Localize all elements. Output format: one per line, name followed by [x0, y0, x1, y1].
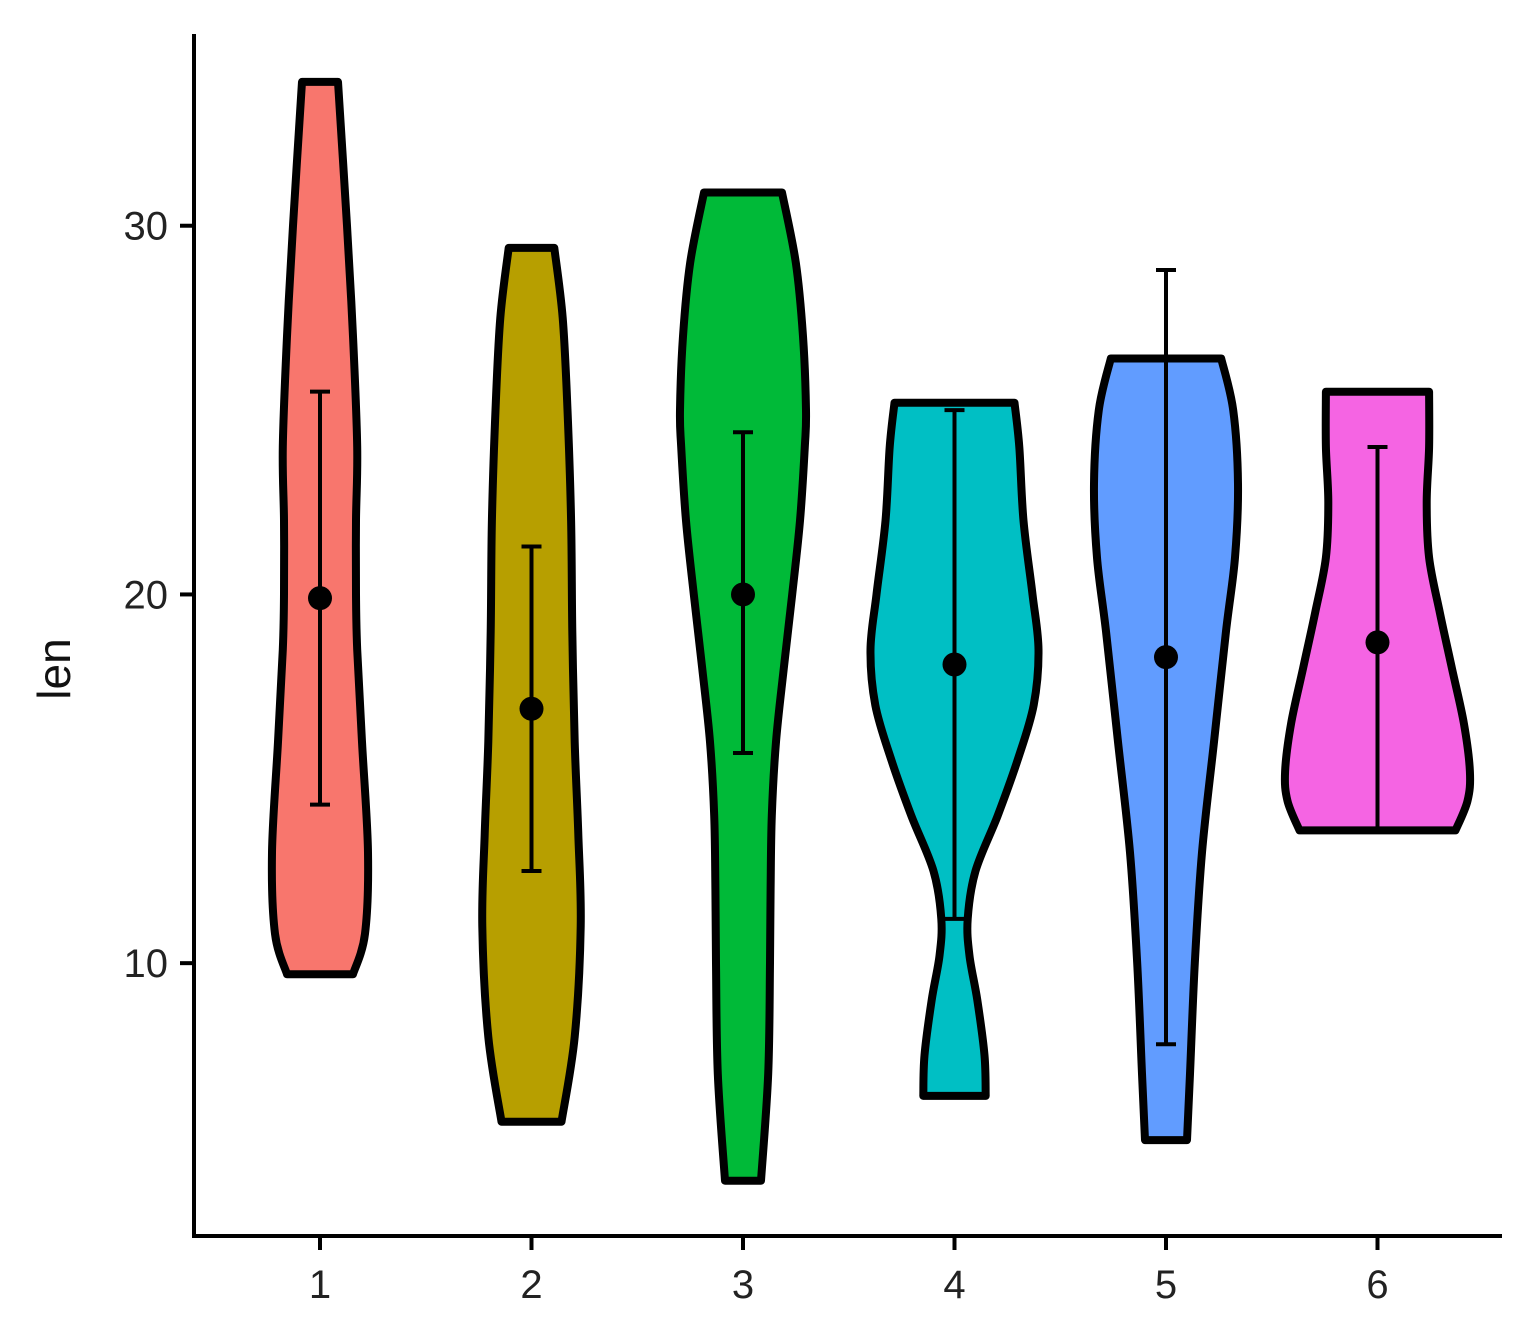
mean-point-4 [942, 652, 967, 677]
x-tick-label: 3 [732, 1263, 754, 1307]
mean-point-1 [308, 586, 332, 611]
x-tick-label: 6 [1366, 1263, 1388, 1307]
x-ticks: 1 2 3 4 5 6 [309, 1236, 1389, 1307]
mean-point-6 [1365, 630, 1390, 655]
mean-point-5 [1154, 645, 1178, 670]
axes-layer: 10 20 30 1 2 3 4 5 6 [124, 34, 1502, 1307]
x-tick-label: 2 [520, 1263, 542, 1307]
mean-point-3 [731, 582, 755, 607]
y-axis-title: len [28, 638, 80, 699]
y-tick-label: 30 [124, 205, 169, 249]
y-tick-label: 10 [124, 942, 169, 986]
y-tick-label: 20 [124, 573, 169, 617]
x-tick-label: 4 [943, 1263, 965, 1307]
error-bars-layer [308, 267, 1390, 1047]
y-ticks: 10 20 30 [124, 205, 194, 986]
violins-layer [267, 77, 1475, 1185]
mean-point-2 [519, 696, 544, 721]
x-tick-label: 5 [1155, 1263, 1177, 1307]
x-tick-label: 1 [309, 1263, 331, 1307]
